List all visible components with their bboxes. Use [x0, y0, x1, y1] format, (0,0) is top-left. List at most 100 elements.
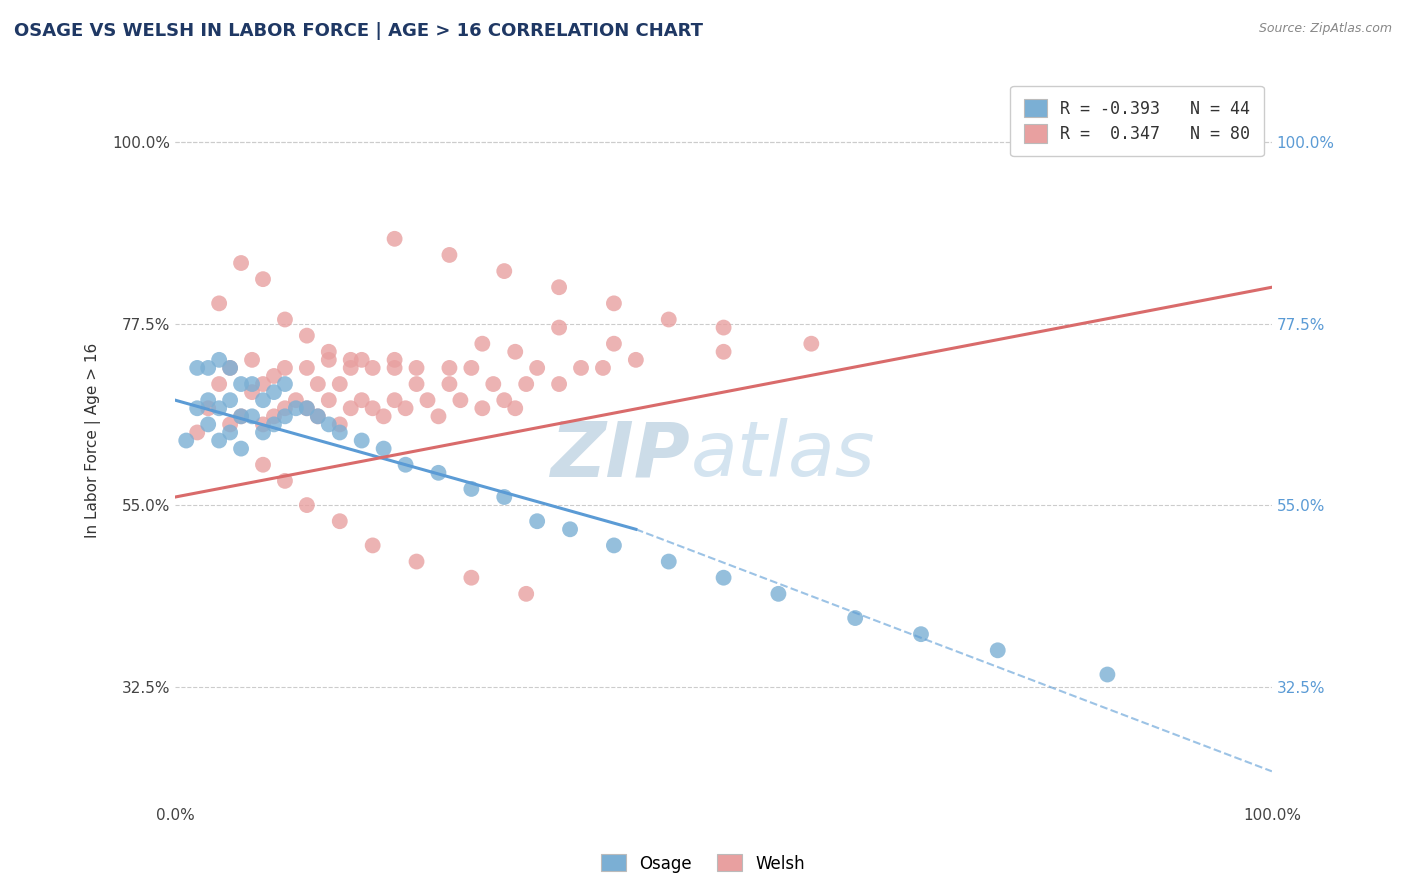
Point — [339, 352, 361, 367]
Point — [603, 538, 626, 552]
Point — [208, 377, 231, 392]
Point — [197, 360, 219, 375]
Point — [252, 417, 274, 432]
Point — [439, 377, 461, 392]
Point — [274, 474, 297, 488]
Point — [405, 360, 427, 375]
Point — [295, 360, 318, 375]
Point — [503, 344, 526, 359]
Point — [295, 328, 318, 343]
Point — [569, 360, 592, 375]
Point — [460, 360, 482, 375]
Text: OSAGE VS WELSH IN LABOR FORCE | AGE > 16 CORRELATION CHART: OSAGE VS WELSH IN LABOR FORCE | AGE > 16… — [14, 22, 703, 40]
Point — [329, 377, 352, 392]
Point — [394, 458, 416, 472]
Point — [394, 401, 416, 416]
Point — [494, 490, 516, 504]
Point — [307, 409, 329, 424]
Point — [449, 393, 471, 408]
Point — [240, 352, 263, 367]
Point — [427, 409, 450, 424]
Point — [329, 417, 352, 432]
Point — [229, 442, 252, 456]
Point — [208, 401, 231, 416]
Point — [384, 352, 406, 367]
Point — [439, 360, 461, 375]
Point — [800, 336, 823, 351]
Point — [197, 401, 219, 416]
Point — [229, 256, 252, 270]
Point — [219, 425, 242, 440]
Point — [263, 409, 285, 424]
Point — [471, 401, 494, 416]
Point — [318, 352, 340, 367]
Point — [263, 417, 285, 432]
Point — [713, 344, 735, 359]
Point — [416, 393, 439, 408]
Point — [1097, 667, 1119, 681]
Point — [427, 466, 450, 480]
Point — [503, 401, 526, 416]
Point — [274, 401, 297, 416]
Y-axis label: In Labor Force | Age > 16: In Labor Force | Age > 16 — [86, 343, 101, 538]
Legend: Osage, Welsh: Osage, Welsh — [595, 847, 811, 880]
Point — [361, 401, 384, 416]
Point — [384, 360, 406, 375]
Point — [307, 409, 329, 424]
Point — [274, 360, 297, 375]
Point — [439, 248, 461, 262]
Text: ZIP: ZIP — [551, 418, 690, 492]
Point — [339, 401, 361, 416]
Point — [658, 555, 681, 569]
Point — [373, 442, 395, 456]
Point — [658, 312, 681, 326]
Point — [603, 336, 626, 351]
Point — [252, 272, 274, 286]
Point — [186, 360, 208, 375]
Point — [252, 458, 274, 472]
Point — [987, 643, 1010, 657]
Point — [208, 296, 231, 310]
Point — [318, 344, 340, 359]
Point — [350, 393, 373, 408]
Legend: R = -0.393   N = 44, R =  0.347   N = 80: R = -0.393 N = 44, R = 0.347 N = 80 — [1011, 86, 1264, 156]
Point — [274, 312, 297, 326]
Point — [263, 369, 285, 384]
Point — [361, 360, 384, 375]
Point — [329, 514, 352, 528]
Point — [384, 393, 406, 408]
Point — [471, 336, 494, 351]
Point — [284, 401, 307, 416]
Point — [208, 434, 231, 448]
Point — [494, 393, 516, 408]
Point — [307, 377, 329, 392]
Point — [592, 360, 614, 375]
Point — [197, 393, 219, 408]
Point — [295, 401, 318, 416]
Point — [361, 538, 384, 552]
Point — [240, 409, 263, 424]
Point — [460, 482, 482, 496]
Point — [384, 232, 406, 246]
Point — [329, 425, 352, 440]
Point — [405, 377, 427, 392]
Point — [558, 522, 581, 536]
Point — [526, 514, 548, 528]
Point — [548, 377, 571, 392]
Point — [186, 425, 208, 440]
Text: atlas: atlas — [690, 418, 875, 492]
Point — [713, 571, 735, 585]
Point — [350, 352, 373, 367]
Point — [186, 401, 208, 416]
Point — [229, 409, 252, 424]
Point — [548, 320, 571, 334]
Point — [295, 401, 318, 416]
Point — [548, 280, 571, 294]
Point — [252, 425, 274, 440]
Point — [494, 264, 516, 278]
Point — [284, 393, 307, 408]
Point — [219, 360, 242, 375]
Point — [339, 360, 361, 375]
Point — [219, 393, 242, 408]
Point — [252, 377, 274, 392]
